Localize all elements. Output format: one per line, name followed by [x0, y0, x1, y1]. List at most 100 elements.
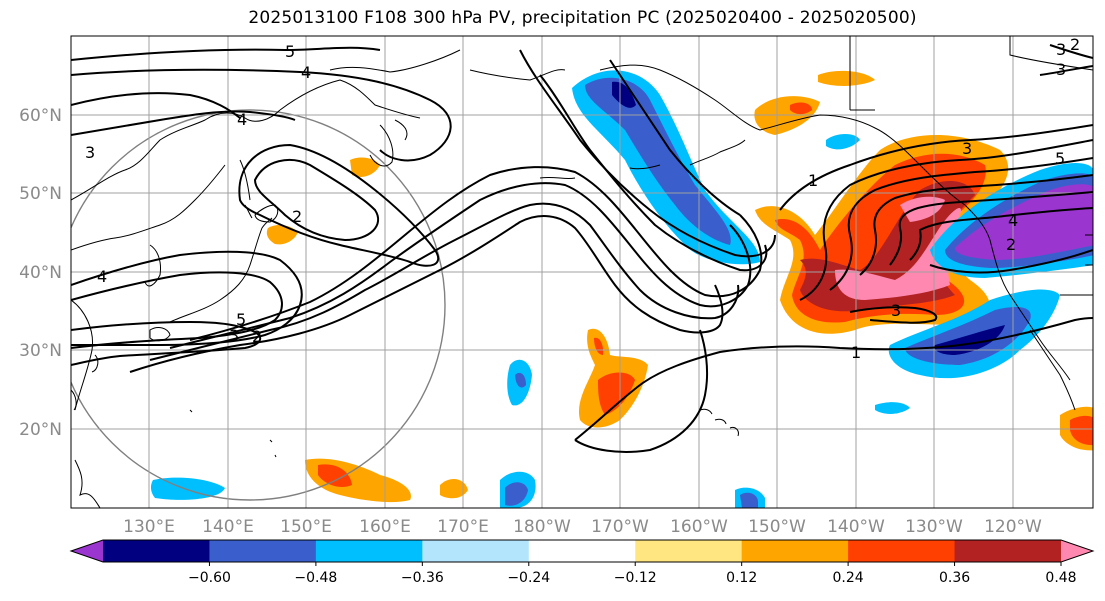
contour-label: 3	[1056, 40, 1066, 59]
pv-contour-east-trough-6	[909, 207, 1093, 261]
contour-label: 4	[97, 267, 107, 286]
precip-negative-small1	[826, 134, 860, 150]
pv-contour-east-lower	[574, 329, 709, 453]
map-panel: 5 4 4 3 2 4 5 3 2 1 5 3 4 2 3 1 3 3 2	[71, 36, 1093, 508]
pv-contour-alaska	[519, 49, 776, 258]
pv-contour-ridge-4	[189, 166, 763, 341]
lat-axis: 20°N 30°N 40°N 50°N 60°N	[19, 106, 62, 440]
colorbar-bin	[528, 540, 636, 562]
pv-contour-east-trough-3	[829, 157, 1093, 291]
kamchatka	[369, 119, 408, 167]
siberia-coast	[279, 49, 461, 119]
lon-tick-label: 120°W	[984, 517, 1042, 537]
precip-positive-tropics2	[440, 478, 468, 499]
pv-contour-ridge-2	[149, 202, 740, 361]
precip-positive-tropics-core	[318, 464, 352, 487]
lat-tick-label: 50°N	[19, 184, 62, 204]
contour-label: 3	[1056, 60, 1066, 79]
contour-label: 3	[229, 326, 239, 345]
lon-tick-label: 150°E	[280, 517, 332, 537]
precip-negative-cal-max	[934, 325, 1005, 355]
pv-contour-jet-2	[71, 271, 283, 349]
colorbar-bin	[209, 540, 317, 562]
aleutians	[539, 139, 746, 180]
lon-tick-label: 170°E	[437, 517, 489, 537]
colorbar-bin	[422, 540, 530, 562]
pv-contour-ridge-3	[169, 182, 752, 349]
precip-negative-bering-core	[585, 77, 731, 246]
pv-contour-east-trough-1	[779, 124, 1093, 211]
colorbar-tick-label: −0.24	[507, 570, 550, 586]
contour-label: 5	[285, 42, 295, 61]
contour-label: 1	[808, 171, 818, 190]
contour-label: 1	[851, 343, 861, 362]
colorbar-outline	[69, 539, 1095, 563]
precip-negative-small6	[875, 402, 910, 414]
pv-contour-east-trough-7	[929, 249, 1093, 274]
colorbar-bin	[848, 540, 956, 562]
precip-positive-subtrop-core	[598, 372, 635, 415]
taiwan-philippines	[71, 389, 101, 508]
asia-coast	[71, 109, 281, 201]
contour-label: 2	[1006, 235, 1016, 254]
graticule	[71, 36, 1093, 508]
lon-tick-label: 140°W	[827, 517, 885, 537]
contour-label: 4	[237, 110, 247, 129]
colorbar-tick-label: 0.12	[726, 570, 757, 586]
contour-label: 3	[891, 301, 901, 320]
na-interior	[849, 36, 1093, 296]
pv-trough-inner	[253, 159, 380, 242]
chukotka	[469, 69, 566, 81]
coastlines	[71, 36, 1093, 508]
colorbar-bin	[635, 540, 743, 562]
precip-positive-jp	[266, 225, 298, 245]
pv-contour-ne-corner	[1039, 44, 1093, 76]
pv-contour-ridge-1	[129, 215, 724, 373]
pv-trough-2	[238, 143, 440, 267]
pv-contour-east-trough-4	[859, 174, 1093, 276]
lon-tick-label: 170°W	[591, 517, 649, 537]
lon-tick-label: 130°E	[123, 517, 175, 537]
contour-label: 3	[85, 143, 95, 162]
colorbar-bin	[741, 540, 849, 562]
lon-tick-label: 160°E	[359, 517, 411, 537]
lon-tick-label: 150°W	[748, 517, 806, 537]
contour-label: 2	[252, 327, 262, 346]
lon-tick-label: 180°W	[513, 517, 571, 537]
colorbar-tick-label: 0.48	[1045, 570, 1076, 586]
colorbar-bin	[315, 540, 423, 562]
lat-tick-label: 40°N	[19, 263, 62, 283]
pv-contour-east-trough-5	[889, 191, 1093, 266]
pv-contour-jet-3	[71, 320, 262, 366]
pv-contour-bering	[539, 74, 768, 272]
contour-label: 5	[1055, 149, 1065, 168]
colorbar-bin	[103, 540, 210, 562]
colorbar-tick-label: −0.12	[614, 570, 657, 586]
colorbar: −0.60 −0.48 −0.36 −0.24 −0.12 0.12 0.24 0.36 0.4…	[69, 539, 1095, 586]
japan-honshu	[169, 217, 273, 323]
precip-positive-alaska2	[818, 70, 875, 86]
colorbar-extend-min	[71, 540, 103, 562]
reference-circle	[71, 109, 446, 501]
colorbar-extend-max	[1061, 540, 1093, 562]
lon-axis: 130°E 140°E 150°E 160°E 170°E 180°W 170°…	[123, 517, 1042, 537]
lon-tick-label: 130°W	[905, 517, 963, 537]
asia-coast-2	[71, 164, 226, 251]
contour-label: 5	[236, 310, 246, 329]
korea	[144, 244, 161, 287]
pv-contour-east-1	[574, 317, 1093, 441]
precip-negative-small3-core	[505, 482, 528, 506]
pv-contours	[71, 44, 1093, 453]
na-west-coast	[964, 204, 1071, 381]
lon-tick-label: 140°E	[202, 517, 254, 537]
lat-tick-label: 30°N	[19, 341, 62, 361]
japan-hokkaido	[254, 204, 279, 223]
pv-contour-alaska-2	[609, 59, 741, 216]
pv-contour-3-west	[71, 110, 296, 136]
pv-contour-4-west	[71, 92, 241, 119]
pv-contour-east-3	[849, 306, 938, 324]
colorbar-tick-label: −0.48	[294, 570, 337, 586]
contour-labels: 5 4 4 3 2 4 5 3 2 1 5 3 4 2 3 1 3 3 2	[85, 36, 1080, 362]
precip-negative-small2-core	[515, 372, 526, 388]
